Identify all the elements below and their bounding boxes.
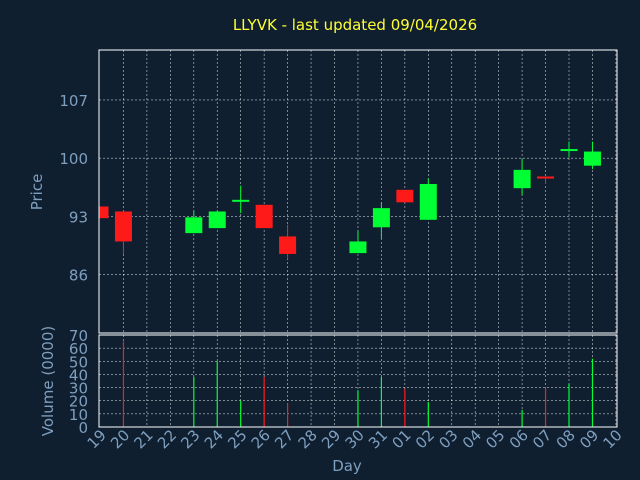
x-tick-label: 10: [599, 426, 625, 452]
candle-body: [583, 151, 601, 166]
candle-body: [99, 206, 109, 219]
price-tick-label: 100: [59, 150, 88, 168]
candle-body: [372, 208, 390, 228]
x-tick-label: 20: [107, 426, 133, 452]
candle-body: [513, 169, 531, 189]
candle-body: [396, 189, 414, 203]
x-tick-label: 08: [553, 426, 579, 452]
price-panel-frame: [98, 49, 618, 334]
x-axis-label: Day: [332, 457, 362, 475]
x-tick-label: 07: [529, 426, 555, 452]
volume-panel-frame: [98, 334, 618, 428]
x-tick-label: 03: [435, 426, 461, 452]
x-tick-label: 22: [154, 426, 180, 452]
x-tick-label: 26: [248, 426, 274, 452]
x-tick-label: 05: [482, 426, 508, 452]
x-tick-label: 04: [459, 426, 485, 452]
candle-body: [232, 199, 250, 202]
volume-tick-label: 20: [69, 393, 88, 411]
volume-tick-label: 60: [69, 340, 88, 358]
chart-title: LLYVK - last updated 09/04/2026: [233, 16, 477, 34]
candle-body: [537, 176, 555, 179]
x-tick-label: 21: [130, 426, 156, 452]
candle-body: [185, 217, 203, 234]
x-tick-label: 31: [365, 426, 391, 452]
x-tick-label: 02: [412, 426, 438, 452]
x-tick-label: 28: [295, 426, 321, 452]
candle-body: [419, 184, 437, 220]
x-tick-label: 30: [342, 426, 368, 452]
x-tick-label: 27: [271, 426, 297, 452]
candle-body: [279, 236, 297, 254]
price-tick-label: 107: [59, 92, 88, 110]
x-tick-label: 29: [318, 426, 344, 452]
x-tick-label: 01: [388, 426, 414, 452]
volume-tick-label: 40: [69, 366, 88, 384]
price-tick-label: 86: [69, 267, 88, 285]
price-tick-label: 93: [69, 208, 88, 226]
candle-body: [560, 149, 578, 152]
volume-tick-label: 10: [69, 406, 88, 424]
candle-body: [255, 204, 273, 229]
x-tick-label: 24: [201, 426, 227, 452]
x-tick-label: 06: [506, 426, 532, 452]
x-tick-label: 25: [224, 426, 250, 452]
volume-tick-label: 70: [69, 327, 88, 345]
x-tick-label: 23: [177, 426, 203, 452]
volume-axis-label: Volume (0000): [39, 326, 57, 436]
price-axis-label: Price: [28, 174, 46, 211]
volume-tick-label: 0: [78, 419, 88, 437]
volume-tick-label: 30: [69, 380, 88, 398]
candle-body: [349, 241, 367, 254]
x-tick-label: 09: [576, 426, 602, 452]
volume-tick-label: 50: [69, 353, 88, 371]
candle-body: [114, 211, 132, 242]
candle-body: [208, 211, 226, 229]
